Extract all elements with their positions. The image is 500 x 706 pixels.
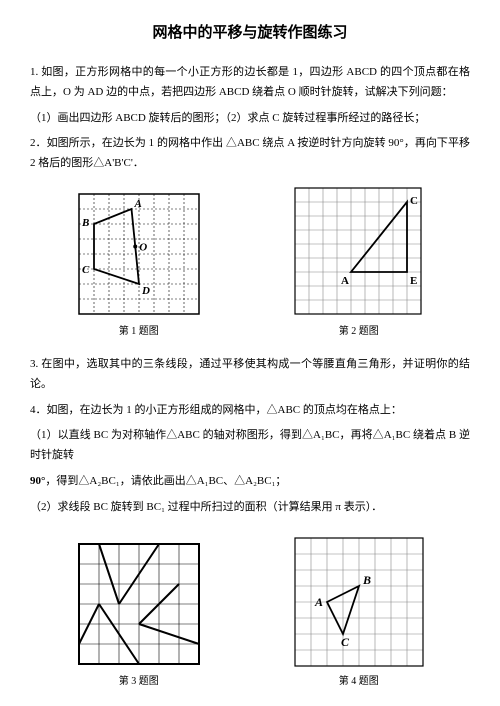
svg-text:O: O bbox=[139, 241, 147, 253]
figure-4: A B C bbox=[291, 534, 426, 669]
svg-text:C: C bbox=[341, 635, 350, 649]
figure-1: A B C D O bbox=[74, 189, 204, 319]
caption-1: 第 1 题图 bbox=[74, 323, 204, 341]
question-3: 3. 在图中，选取其中的三条线段，通过平移使其构成一个等腰直角三角形，并证明你的… bbox=[30, 355, 470, 395]
question-4-sub2: （2）求线段 BC 旋转到 BC₁ 过程中所扫过的面积（计算结果用 π 表示）． bbox=[30, 498, 470, 518]
question-2: 2．如图所示，在边长为 1 的网格中作出 △ABC 绕点 A 按逆时针方向旋转 … bbox=[30, 134, 470, 174]
question-4-sub1: （1）以直线 BC 为对称轴作△ABC 的轴对称图形，得到△A₁BC，再将△A₁… bbox=[30, 426, 470, 466]
figure-4-wrap: A B C 第 4 题图 bbox=[291, 534, 426, 691]
question-4: 4．如图，在边长为 1 的小正方形组成的网格中，△ABC 的顶点均在格点上： bbox=[30, 401, 470, 421]
figure-2-wrap: A E C 第 2 题图 bbox=[291, 184, 426, 341]
figures-row-1: A B C D O 第 1 题图 A E C 第 2 题图 bbox=[30, 184, 470, 341]
svg-text:C: C bbox=[82, 264, 90, 276]
svg-text:D: D bbox=[141, 285, 150, 297]
svg-text:C: C bbox=[410, 195, 418, 207]
figure-3-wrap: 第 3 题图 bbox=[74, 539, 204, 691]
caption-3: 第 3 题图 bbox=[74, 673, 204, 691]
figures-row-2: 第 3 题图 A B C 第 4 题图 bbox=[30, 534, 470, 691]
question-1: 1. 如图，正方形网格中的每一个小正方形的边长都是 1，四边形 ABCD 的四个… bbox=[30, 63, 470, 103]
question-1-sub: （1）画出四边形 ABCD 旋转后的图形；（2）求点 C 旋转过程事所经过的路径… bbox=[30, 109, 470, 129]
svg-text:B: B bbox=[81, 217, 89, 229]
question-4-sub1b: 90°，得到△A₂BC₁，请依此画出△A₁BC、△A₂BC₁； bbox=[30, 472, 470, 492]
q4a-bold: 90° bbox=[30, 475, 45, 487]
caption-2: 第 2 题图 bbox=[291, 323, 426, 341]
q4a-suffix: ，得到△A₂BC₁，请依此画出△A₁BC、△A₂BC₁； bbox=[45, 475, 286, 487]
figure-3 bbox=[74, 539, 204, 669]
svg-text:A: A bbox=[133, 198, 141, 210]
page-title: 网格中的平移与旋转作图练习 bbox=[30, 20, 470, 47]
svg-text:A: A bbox=[341, 275, 349, 287]
svg-text:A: A bbox=[314, 595, 323, 609]
figure-1-wrap: A B C D O 第 1 题图 bbox=[74, 189, 204, 341]
q4a-prefix: （1）以直线 BC 为对称轴作△ABC 的轴对称图形，得到△A₁BC，再将△A₁… bbox=[30, 429, 470, 461]
svg-text:E: E bbox=[410, 275, 417, 287]
figure-2: A E C bbox=[291, 184, 426, 319]
svg-text:B: B bbox=[362, 573, 371, 587]
caption-4: 第 4 题图 bbox=[291, 673, 426, 691]
